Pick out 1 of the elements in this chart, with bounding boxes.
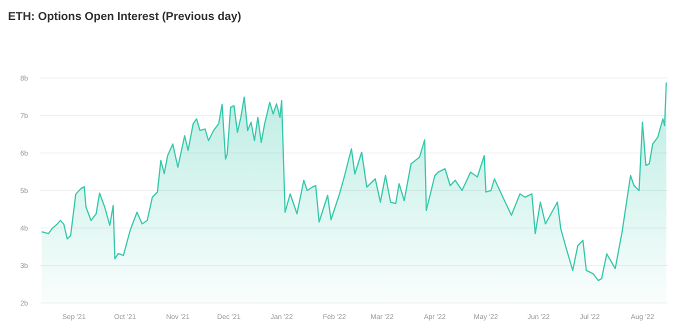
chart-title: ETH: Options Open Interest (Previous day) <box>8 11 242 23</box>
